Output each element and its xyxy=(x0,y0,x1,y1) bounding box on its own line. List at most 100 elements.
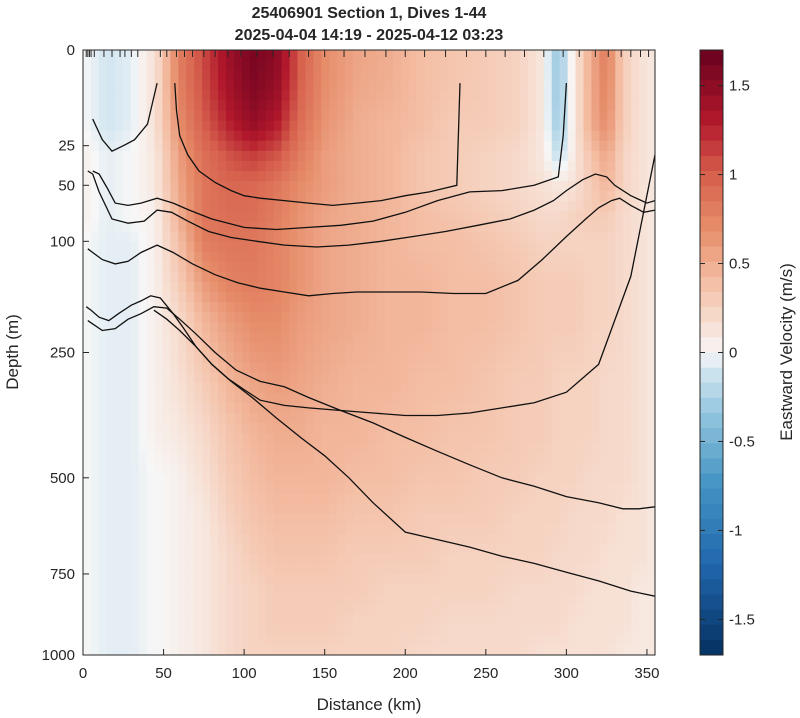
heatmap-cell xyxy=(289,100,299,112)
heatmap-cell xyxy=(162,392,171,404)
heatmap-cell xyxy=(329,332,338,344)
heatmap-cell xyxy=(400,604,410,616)
heatmap-cell xyxy=(194,523,203,535)
heatmap-cell xyxy=(384,534,394,545)
colorbar-segment xyxy=(700,639,723,656)
heatmap-cell xyxy=(361,332,370,344)
heatmap-cell xyxy=(305,70,314,81)
heatmap-cell xyxy=(210,624,219,636)
heatmap-cell xyxy=(615,554,624,565)
heatmap-cell xyxy=(384,352,394,364)
heatmap-cell xyxy=(472,372,481,384)
heatmap-cell xyxy=(114,463,124,475)
heatmap-cell xyxy=(122,392,132,404)
heatmap-cell xyxy=(583,463,593,475)
heatmap-cell xyxy=(384,463,394,475)
heatmap-cell xyxy=(289,50,299,61)
heatmap-cell xyxy=(265,392,275,404)
heatmap-cell xyxy=(583,271,593,283)
heatmap-cell xyxy=(408,312,418,323)
heatmap-cell xyxy=(257,523,267,535)
heatmap-cell xyxy=(488,332,497,344)
heatmap-cell xyxy=(631,473,640,485)
heatmap-cell xyxy=(543,342,553,354)
heatmap-cell xyxy=(631,604,640,616)
heatmap-cell xyxy=(146,614,156,626)
heatmap-cell xyxy=(178,181,187,192)
heatmap-cell xyxy=(202,574,211,586)
heatmap-cell xyxy=(599,251,608,263)
heatmap-cell xyxy=(297,70,307,81)
heatmap-cell xyxy=(456,130,465,142)
heatmap-cell xyxy=(567,160,577,172)
heatmap-cell xyxy=(583,251,593,263)
heatmap-cell xyxy=(281,372,291,384)
heatmap-cell xyxy=(607,594,616,606)
heatmap-cell xyxy=(321,80,330,91)
heatmap-cell xyxy=(535,140,545,152)
heatmap-cell xyxy=(416,584,426,596)
heatmap-cell xyxy=(488,473,497,485)
heatmap-cell xyxy=(210,130,219,142)
heatmap-cell xyxy=(361,624,370,636)
heatmap-cell xyxy=(130,443,140,454)
heatmap-cell xyxy=(122,150,132,162)
heatmap-cell xyxy=(194,584,203,596)
heatmap-cell xyxy=(162,171,171,182)
heatmap-cell xyxy=(146,362,156,374)
heatmap-cell xyxy=(369,483,378,495)
heatmap-cell xyxy=(233,312,243,323)
heatmap-cell xyxy=(114,80,124,91)
heatmap-cell xyxy=(353,70,362,81)
heatmap-cell xyxy=(456,624,465,636)
heatmap-cell xyxy=(551,624,561,636)
heatmap-cell xyxy=(416,70,426,81)
heatmap-cell xyxy=(170,120,179,132)
heatmap-cell xyxy=(376,584,386,596)
heatmap-cell xyxy=(559,221,569,233)
heatmap-cell xyxy=(416,221,426,233)
heatmap-cell xyxy=(519,241,529,253)
heatmap-cell xyxy=(202,402,211,414)
heatmap-cell xyxy=(543,513,553,525)
heatmap-cell xyxy=(400,453,410,465)
heatmap-cell xyxy=(376,534,386,545)
heatmap-cell xyxy=(376,100,386,112)
heatmap-cell xyxy=(527,90,537,102)
heatmap-cell xyxy=(353,594,362,606)
heatmap-cell xyxy=(98,302,108,313)
heatmap-cell xyxy=(114,513,124,525)
heatmap-cell xyxy=(353,544,362,555)
heatmap-cell xyxy=(535,483,545,495)
heatmap-cell xyxy=(194,614,203,626)
heatmap-cell xyxy=(83,372,92,384)
heatmap-cell xyxy=(226,443,235,454)
heatmap-cell xyxy=(599,120,608,132)
heatmap-cell xyxy=(106,292,116,303)
heatmap-cell xyxy=(353,453,362,465)
heatmap-cell xyxy=(384,221,394,233)
heatmap-cell xyxy=(448,402,457,414)
heatmap-cell xyxy=(138,110,148,122)
heatmap-cell xyxy=(384,160,394,172)
heatmap-cell xyxy=(591,322,600,333)
heatmap-cell xyxy=(98,322,108,333)
heatmap-cell xyxy=(122,251,132,263)
heatmap-cell xyxy=(138,100,148,112)
heatmap-cell xyxy=(480,453,489,465)
heatmap-cell xyxy=(138,211,148,223)
heatmap-cell xyxy=(591,433,600,444)
heatmap-cell xyxy=(106,453,116,465)
heatmap-cell xyxy=(233,644,243,655)
heatmap-cell xyxy=(249,453,259,465)
heatmap-cell xyxy=(472,534,481,545)
heatmap-cell xyxy=(424,423,434,434)
heatmap-cell xyxy=(639,211,648,223)
heatmap-cell xyxy=(496,644,505,655)
heatmap-cell xyxy=(98,372,108,384)
heatmap-cell xyxy=(527,130,537,142)
heatmap-cell xyxy=(114,433,124,444)
heatmap-cell xyxy=(186,150,195,162)
heatmap-cell xyxy=(138,413,148,424)
heatmap-cell xyxy=(122,80,132,91)
